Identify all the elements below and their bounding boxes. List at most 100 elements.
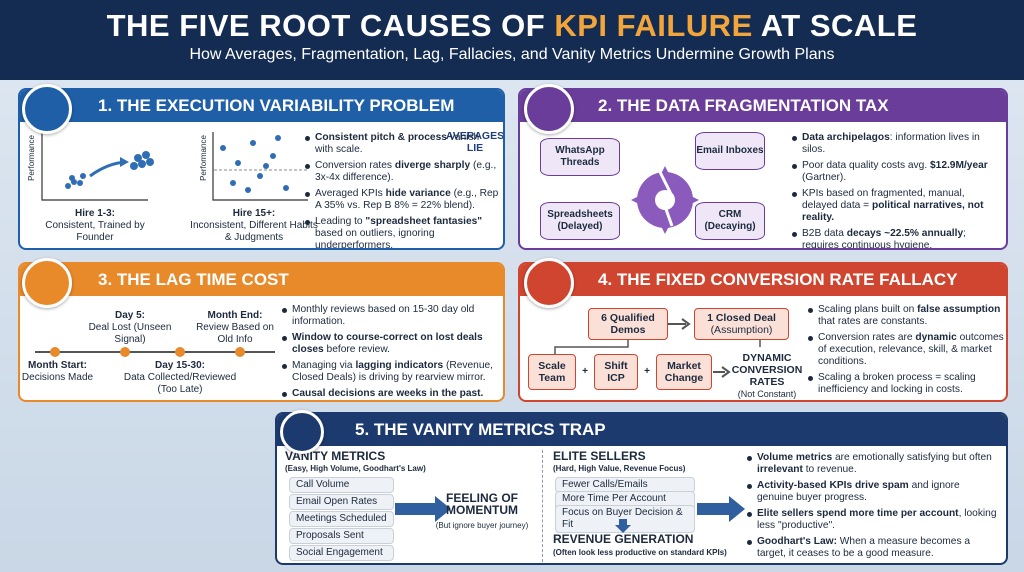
arrow — [697, 496, 745, 522]
bullet: Conversion rates diverge sharply (e.g., … — [305, 160, 500, 184]
text-segment: (e.g., Rep A 35% vs. Rep B 8% = 22% blen… — [315, 188, 499, 211]
outcome-note: (Often look less productive on standard … — [553, 548, 727, 557]
text-segment: When a measure becomes a target, it ceas… — [757, 536, 971, 559]
group-heading: Hire 15+: — [232, 208, 276, 219]
text-segment: outcomes of execution, relevance, skill,… — [818, 332, 1004, 367]
arrow — [395, 496, 451, 522]
text-segment: lagging indicators — [355, 360, 444, 371]
bullet: Monthly reviews based on 15-30 day old i… — [282, 304, 500, 328]
text-segment: decays ~22.5% annually — [846, 228, 964, 239]
source-node: WhatsApp Threads — [540, 138, 620, 176]
text-segment: , looking less "productive". — [757, 508, 997, 531]
text-segment: Consistent pitch & process — [315, 132, 447, 143]
metric-item: Meetings Scheduled — [289, 511, 394, 527]
text-segment: irrelevant — [757, 464, 803, 475]
bullet: Consistent pitch & process vanish with s… — [305, 132, 500, 156]
text-segment: Conversion rates are — [818, 332, 916, 343]
bullet: Fix the engine before adding more gas. — [808, 400, 1004, 402]
flow-box: Market Change — [656, 354, 712, 390]
text-segment: THE FIVE ROOT CAUSES OF — [106, 8, 555, 43]
text-segment: before review. — [323, 344, 390, 355]
bullet: Scaling a broken process = scaling ineff… — [808, 372, 1004, 396]
text-segment: Fix the engine before adding more gas. — [818, 400, 984, 402]
panel-title: 2. THE DATA FRAGMENTATION TAX — [520, 90, 1006, 122]
group-note: (Easy, High Volume, Goodhart's Law) — [285, 464, 426, 473]
text-segment: Window to course-correct on lost deals c… — [292, 332, 483, 355]
plus: + — [582, 366, 588, 377]
text-segment: (Revenue, Closed Deals) is driving by re… — [292, 360, 494, 383]
subtitle: How Averages, Fragmentation, Lag, Fallac… — [189, 46, 835, 63]
flow-text: Shift ICP — [604, 360, 628, 384]
timeline-heading: Month Start: — [28, 360, 87, 371]
text-segment: to revenue. — [802, 464, 857, 475]
text-segment: that rates are constants. — [818, 316, 928, 327]
panel-icon — [22, 84, 72, 134]
flow-text: 1 Closed Deal — [707, 312, 776, 324]
metric-item: Proposals Sent — [289, 528, 394, 544]
text-segment: (Gartner). — [802, 172, 847, 183]
timeline — [35, 347, 275, 357]
header: THE FIVE ROOT CAUSES OF KPI FAILURE AT S… — [0, 0, 1024, 80]
plus: + — [644, 366, 650, 377]
text-segment: $12.9M/year — [929, 160, 988, 171]
flow-text: 6 Qualified Demos — [601, 312, 655, 336]
arrow — [668, 318, 691, 330]
bullet: Scaling plans built on false assumption … — [808, 304, 1004, 328]
bullet-list: Volume metrics are emotionally satisfyin… — [747, 452, 997, 563]
metric-item: Social Engagement — [289, 545, 394, 561]
text-segment: are emotionally satisfying but often — [832, 452, 992, 463]
text-segment: and ignore genuine buyer progress. — [757, 480, 960, 503]
group-heading: VANITY METRICS — [285, 449, 386, 463]
text-segment: (e.g., 3x-4x difference). — [315, 160, 497, 183]
text-segment: Leading to — [315, 216, 366, 227]
text-segment: Scaling a broken process = scaling ineff… — [818, 372, 976, 395]
timeline-heading: Month End: — [207, 310, 263, 321]
bullet: Poor data quality costs avg. $12.9M/year… — [792, 160, 1002, 184]
bullet: Managing via lagging indicators (Revenue… — [282, 360, 500, 384]
timeline-caption: Data Collected/Reviewed (Too Late) — [123, 372, 237, 395]
bullet: Averaged KPIs hide variance (e.g., Rep A… — [305, 188, 500, 212]
axis-label: Performance — [199, 135, 208, 181]
timeline-caption: Decisions Made — [21, 372, 94, 383]
axis-label: Performance — [27, 135, 36, 181]
text-segment: Elite sellers spend more time per accoun… — [757, 508, 959, 519]
flow-box: Scale Team — [528, 354, 576, 390]
panel-icon — [524, 84, 574, 134]
panel-title: 3. THE LAG TIME COST — [20, 264, 503, 296]
bullet: Causal decisions are weeks in the past. — [282, 388, 500, 400]
panel-fragmentation: 2. THE DATA FRAGMENTATION TAX WhatsApp T… — [518, 88, 1008, 250]
bullet: B2B data decays ~22.5% annually; require… — [792, 228, 1002, 248]
text-segment: Scaling plans built on — [818, 304, 918, 315]
text-segment: political narratives, not reality. — [802, 200, 984, 223]
timeline-caption: Deal Lost (Unseen Signal) — [88, 322, 172, 345]
bullet-list: Data archipelagos: information lives in … — [792, 132, 1002, 248]
panel-title: 1. THE EXECUTION VARIABILITY PROBLEM — [20, 90, 503, 122]
text-segment: false assumption — [917, 304, 1001, 315]
text-segment: Monthly reviews based on 15-30 day old i… — [292, 304, 475, 327]
text-segment: "spreadsheet fantasies" — [365, 216, 483, 227]
text-segment: : information lives in silos. — [802, 132, 980, 155]
bullet-list: Consistent pitch & process vanish with s… — [305, 132, 500, 250]
text-segment: Volume metrics — [757, 452, 833, 463]
bullet: KPIs based on fragmented, manual, delaye… — [792, 188, 1002, 224]
connector — [554, 340, 761, 354]
text-segment: Conversion rates — [315, 160, 395, 171]
group-caption: Inconsistent, Different Habits & Judgmen… — [190, 220, 318, 243]
group-heading: ELITE SELLERS — [553, 449, 646, 463]
bullet: Elite sellers spend more time per accoun… — [747, 508, 997, 532]
title: THE FIVE ROOT CAUSES OF KPI FAILURE AT S… — [0, 8, 1024, 44]
badge: AVERAGES LIE — [445, 130, 505, 154]
text-segment: Goodhart's Law: — [757, 536, 837, 547]
group-heading: Hire 1-3: — [74, 208, 115, 219]
gear-illustration — [631, 166, 699, 234]
metric-item: Call Volume — [289, 477, 394, 493]
text-segment: KPI FAILURE — [554, 8, 753, 43]
source-node: Spreadsheets (Delayed) — [540, 202, 620, 240]
flow-note: (Assumption) — [710, 324, 773, 336]
panel-execution: 1. THE EXECUTION VARIABILITY PROBLEM AVE… — [18, 88, 505, 250]
arrow — [713, 366, 731, 378]
flow-box: 6 Qualified Demos — [588, 308, 668, 340]
text-segment: based on outliers, ignoring underperform… — [315, 228, 435, 250]
arrow — [615, 519, 631, 533]
